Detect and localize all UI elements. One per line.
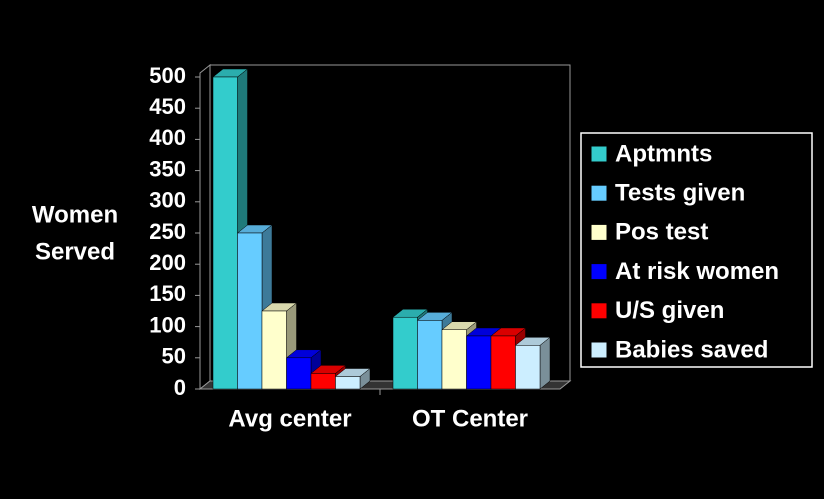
y-tick-label: 150 <box>149 281 186 306</box>
y-tick-label: 350 <box>149 156 186 181</box>
bar <box>417 320 443 390</box>
x-tick-label: Avg center <box>228 405 351 432</box>
bar <box>261 310 287 390</box>
legend-label: At risk women <box>615 258 779 285</box>
legend-label: Babies saved <box>615 336 768 363</box>
y-tick-label: 0 <box>174 375 186 400</box>
bar <box>392 316 418 390</box>
legend-swatch <box>590 302 608 320</box>
y-tick-label: 250 <box>149 219 186 244</box>
bar <box>466 335 492 390</box>
bar-side <box>539 336 551 390</box>
legend-swatch <box>590 263 608 281</box>
legend-label: U/S given <box>615 297 724 324</box>
x-tick-label: OT Center <box>412 405 528 432</box>
bar <box>237 232 263 390</box>
y-axis-label: Women <box>32 201 118 228</box>
bar <box>335 376 361 390</box>
bar <box>515 345 541 390</box>
legend-swatch <box>590 341 608 359</box>
legend-label: Tests given <box>615 180 745 207</box>
bar <box>212 76 238 390</box>
y-tick-label: 100 <box>149 312 186 337</box>
bar <box>310 373 336 390</box>
bar <box>286 357 312 390</box>
legend-swatch <box>590 145 608 163</box>
legend <box>580 132 813 368</box>
legend-swatch <box>590 223 608 241</box>
y-tick-label: 500 <box>149 63 186 88</box>
bar <box>441 329 467 390</box>
y-axis-label: Served <box>35 238 115 265</box>
y-tick-label: 200 <box>149 250 186 275</box>
y-tick-label: 300 <box>149 188 186 213</box>
y-tick-label: 50 <box>162 344 186 369</box>
legend-label: Pos test <box>615 219 708 246</box>
y-tick-label: 400 <box>149 125 186 150</box>
bar <box>490 335 516 390</box>
legend-swatch <box>590 184 608 202</box>
y-tick-label: 450 <box>149 94 186 119</box>
legend-label: Aptmnts <box>615 140 712 167</box>
